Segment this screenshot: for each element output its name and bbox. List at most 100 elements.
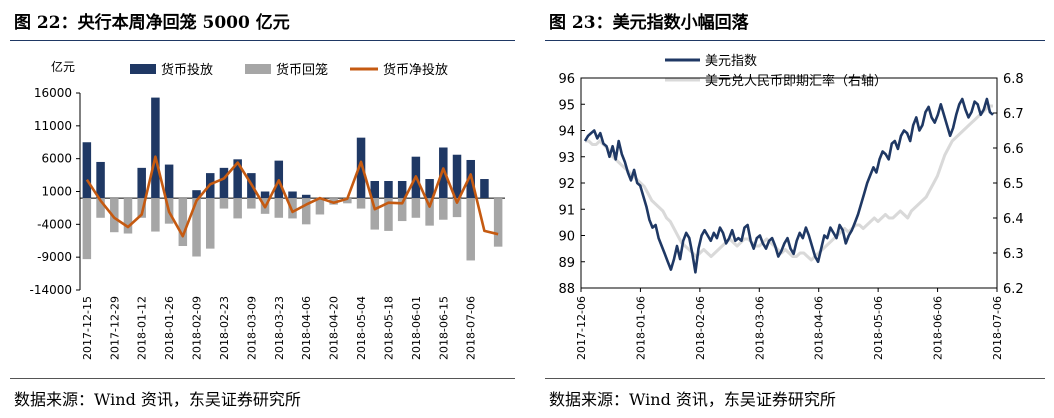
bar-injection (82, 142, 92, 199)
chart-title: 图 22：央行本周净回笼 5000 亿元 (14, 13, 290, 33)
bar-injection (96, 161, 105, 199)
x-tick-label: 2018-05-04 (355, 296, 368, 360)
title-divider (10, 40, 515, 41)
bar-injection (288, 191, 297, 199)
bar-withdrawal (219, 198, 229, 209)
net-injection-line (85, 155, 499, 238)
x-tick-label: 2018-01-06 (634, 296, 647, 360)
legend-label: 货币净投放 (383, 62, 448, 78)
y-tick-label-left: 95 (558, 98, 575, 113)
right-chart: 88 89 90 91 92 93 94 95 96 6.2 6.3 6.4 6.5 6.6 6.7 6.8 2… (558, 54, 1024, 360)
x-tick-label: 2018-05-18 (382, 296, 395, 360)
bar-withdrawal (274, 198, 284, 218)
bar-withdrawal (110, 198, 119, 233)
y-tick-label-left: 88 (558, 282, 575, 297)
legend-swatch (130, 64, 156, 74)
legend-swatch (245, 64, 271, 74)
y-tick-label-right: 6.3 (1003, 247, 1024, 262)
bar-withdrawal (233, 198, 242, 219)
x-tick-label: 2018-01-26 (163, 296, 176, 360)
bar-injection (370, 180, 380, 199)
bar-withdrawal (439, 198, 448, 220)
bar-injection (164, 164, 174, 199)
bar-withdrawal (315, 198, 325, 215)
x-tick-label: 2018-04-06 (813, 296, 826, 360)
bar-injection (301, 194, 311, 199)
bar-injection (384, 180, 393, 199)
y-tick-label-right: 6.7 (1003, 107, 1024, 122)
x-tick-label: 2018-06-01 (410, 296, 423, 360)
bar-injection (356, 137, 366, 199)
chart-title: 图 23：美元指数小幅回落 (549, 13, 749, 33)
bar-withdrawal (411, 198, 421, 218)
x-tick-label: 2018-07-06 (991, 296, 1004, 360)
y-tick-label-left: 90 (558, 230, 575, 245)
usd-index-line (583, 97, 994, 274)
bar-withdrawal (96, 198, 105, 218)
bar-withdrawal (301, 198, 311, 225)
y-tick-label: 16000 (34, 86, 72, 100)
bar-injection (233, 159, 242, 199)
bar-withdrawal (123, 198, 133, 234)
bar-injection (219, 167, 229, 199)
y-tick-label-right: 6.5 (1003, 177, 1024, 192)
bar-withdrawal (288, 198, 297, 219)
bar-injection (192, 190, 201, 199)
x-tick-label: 2018-02-06 (694, 296, 707, 360)
title-divider (545, 40, 1045, 41)
source-divider (545, 378, 1045, 379)
bar-injection (480, 179, 489, 199)
y-tick-label-left: 94 (558, 125, 575, 140)
y-tick-label: 6000 (41, 152, 72, 166)
y-tick-label-left: 96 (558, 72, 575, 87)
y-tick-label: -4000 (37, 217, 72, 231)
legend-label: 美元指数 (705, 54, 757, 69)
x-tick-label: 2017-12-29 (108, 296, 121, 360)
bar-withdrawal (493, 198, 503, 247)
bar-withdrawal (192, 198, 201, 257)
x-tick-label: 2018-02-09 (191, 296, 204, 360)
x-tick-label: 2018-02-23 (218, 296, 231, 360)
usdcny-line (585, 104, 993, 262)
left-chart: 亿元 16000 11000 6000 1000 -4000 -9000 -14000 2017… (29, 59, 505, 360)
y-axis-unit: 亿元 (51, 59, 75, 74)
bar-withdrawal (205, 198, 215, 249)
y-tick-label-right: 6.6 (1003, 142, 1024, 157)
x-tick-label: 2018-03-06 (753, 296, 766, 360)
y-tick-label-left: 89 (558, 256, 575, 271)
y-tick-label-left: 91 (558, 203, 575, 218)
source-text: 数据来源：Wind 资讯，东吴证券研究所 (549, 390, 836, 409)
bar-withdrawal (384, 198, 393, 231)
x-tick-label: 2018-03-23 (273, 296, 286, 360)
bar-injection (439, 147, 448, 199)
source-note: 数据来源：Wind 资讯，东吴证券研究所 (14, 386, 301, 410)
x-tick-label: 2018-07-06 (465, 296, 478, 360)
y-tick-label-left: 93 (558, 151, 575, 166)
y-tick-label: -9000 (37, 250, 72, 264)
bar-withdrawal (425, 198, 434, 226)
x-tick-label: 2018-03-09 (245, 296, 258, 360)
y-tick-label: -14000 (29, 283, 72, 297)
x-tick-label: 2018-04-20 (328, 296, 341, 360)
bar-withdrawal (397, 198, 407, 222)
y-tick-label: 1000 (41, 185, 72, 199)
x-tick-label: 2017-12-06 (575, 296, 588, 360)
y-tick-label: 11000 (34, 119, 72, 133)
left-panel: 图 22：央行本周净回笼 5000 亿元 亿元 16000 11000 6000 100… (10, 13, 515, 410)
source-divider (10, 378, 515, 379)
bar-injection (425, 179, 434, 199)
bar-injection (452, 154, 462, 199)
bar-injection (397, 180, 407, 199)
bar-withdrawal (137, 198, 146, 218)
bar-injection (151, 97, 160, 199)
bar-withdrawal (356, 198, 366, 209)
y-tick-label-left: 92 (558, 177, 575, 192)
bar-withdrawal (466, 198, 475, 261)
bar-withdrawal (343, 198, 352, 204)
x-tick-label: 2017-12-15 (81, 296, 94, 360)
legend-label: 货币回笼 (276, 62, 328, 78)
bar-withdrawal (82, 198, 92, 260)
x-tick-label: 2018-06-15 (437, 296, 450, 360)
legend-label: 货币投放 (161, 62, 213, 78)
x-tick-label: 2018-05-06 (872, 296, 885, 360)
